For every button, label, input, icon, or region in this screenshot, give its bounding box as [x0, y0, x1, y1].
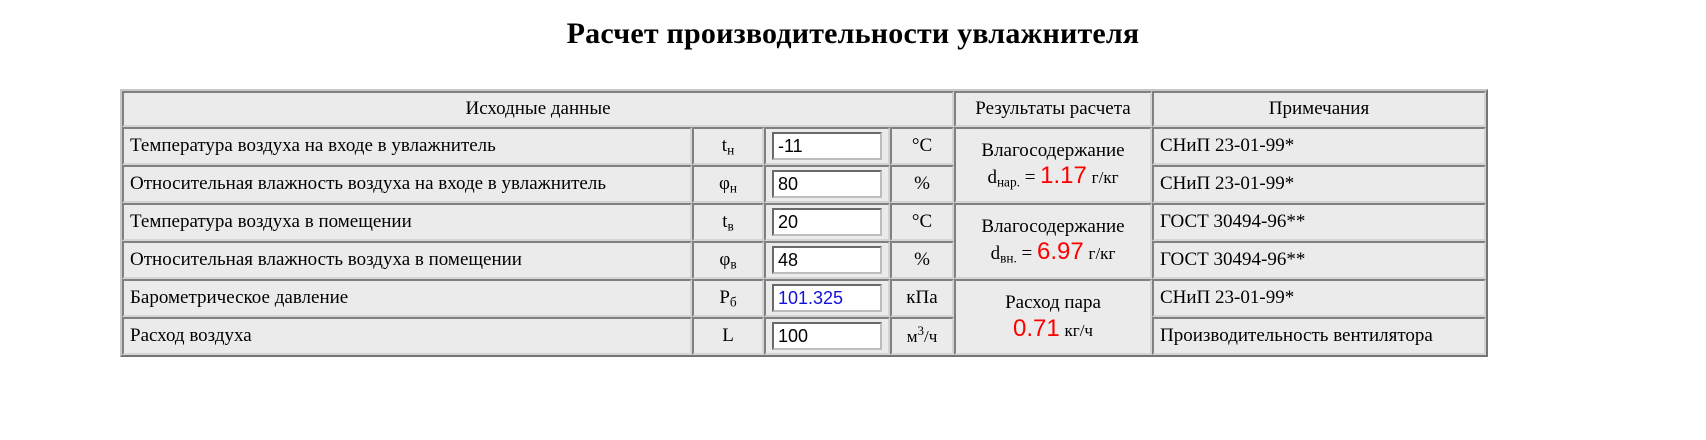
- header-notes: Примечания: [1152, 91, 1486, 127]
- symbol-base: t: [722, 210, 728, 232]
- symbol-base: P: [719, 286, 730, 308]
- symbol-base: L: [722, 324, 734, 346]
- table-header-row: Исходные данные Результаты расчета Приме…: [122, 91, 1486, 127]
- row-unit: %: [890, 165, 954, 203]
- result-unit: кг/ч: [1064, 320, 1093, 340]
- table-row: Расход воздуха L м3/ч Производительность…: [122, 317, 1486, 355]
- result-symbol: d: [990, 243, 1001, 265]
- row-unit: кПа: [890, 279, 954, 317]
- header-source-data: Исходные данные: [122, 91, 954, 127]
- symbol-base: φ: [719, 248, 731, 270]
- row-value-cell: [764, 279, 890, 317]
- table-row: Барометрическое давление Pб кПа Расход п…: [122, 279, 1486, 355]
- calculation-table-wrapper: Исходные данные Результаты расчета Приме…: [120, 89, 1488, 357]
- table-row: Температура воздуха на входе в увлажните…: [122, 127, 1486, 203]
- result-label: Влагосодержание: [981, 215, 1125, 237]
- page-title: Расчет производительности увлажнителя: [566, 17, 1140, 50]
- symbol-base: φ: [718, 172, 730, 194]
- result-unit: г/кг: [1091, 168, 1119, 188]
- result-equals: =: [1021, 243, 1033, 265]
- row-value-cell: [764, 317, 890, 355]
- result-cell-steam-flow: Расход пара 0.71 кг/ч: [954, 279, 1152, 355]
- row-unit: °C: [890, 203, 954, 241]
- row-symbol: tн: [692, 127, 764, 165]
- result-symbol-subscript: нар.: [996, 175, 1020, 191]
- row-note: ГОСТ 30494-96**: [1152, 241, 1486, 279]
- result-label: Влагосодержание: [981, 139, 1125, 161]
- input-t-v[interactable]: [772, 208, 882, 236]
- result-symbol: d: [987, 167, 997, 189]
- calculation-table: Исходные данные Результаты расчета Приме…: [120, 89, 1488, 357]
- row-symbol: tв: [692, 203, 764, 241]
- unit-superscript: 3: [917, 323, 924, 338]
- row-symbol: φв: [692, 241, 764, 279]
- row-symbol: L: [692, 317, 764, 355]
- result-cell-d-vn: Влагосодержание dвн. = 6.97 г/кг: [954, 203, 1152, 279]
- symbol-subscript: в: [730, 256, 737, 272]
- result-value-line: 0.71 кг/ч: [962, 315, 1144, 343]
- result-number: 6.97: [1037, 238, 1084, 266]
- row-note: СНиП 23-01-99*: [1152, 279, 1486, 317]
- row-description: Расход воздуха: [122, 317, 692, 355]
- unit-base: м: [906, 327, 918, 347]
- row-value-cell: [764, 203, 890, 241]
- symbol-subscript: в: [727, 218, 734, 234]
- row-description: Относительная влажность воздуха в помеще…: [122, 241, 692, 279]
- result-value-line: dнар. = 1.17 г/кг: [962, 162, 1144, 190]
- row-description: Барометрическое давление: [122, 279, 692, 317]
- input-phi-n[interactable]: [772, 170, 882, 198]
- row-unit: м3/ч: [890, 317, 954, 355]
- row-symbol: Pб: [692, 279, 764, 317]
- row-unit: %: [890, 241, 954, 279]
- symbol-base: t: [721, 134, 728, 156]
- header-results: Результаты расчета: [954, 91, 1152, 127]
- symbol-subscript: б: [729, 294, 737, 310]
- symbol-subscript: н: [729, 180, 738, 196]
- unit-tail: /ч: [923, 327, 938, 347]
- result-symbol-subscript: вн.: [1000, 251, 1017, 267]
- row-note: СНиП 23-01-99*: [1152, 127, 1486, 165]
- result-cell-d-nar: Влагосодержание dнар. = 1.17 г/кг: [954, 127, 1152, 203]
- table-row: Относительная влажность воздуха на входе…: [122, 165, 1486, 203]
- row-description: Температура воздуха в помещении: [122, 203, 692, 241]
- row-description: Относительная влажность воздуха на входе…: [122, 165, 692, 203]
- input-p-b[interactable]: [772, 284, 882, 312]
- table-row: Относительная влажность воздуха в помеще…: [122, 241, 1486, 279]
- input-phi-v[interactable]: [772, 246, 882, 274]
- row-unit: °C: [890, 127, 954, 165]
- row-value-cell: [764, 241, 890, 279]
- row-note: Производительность вентилятора: [1152, 317, 1486, 355]
- row-value-cell: [764, 165, 890, 203]
- result-value-line: dвн. = 6.97 г/кг: [962, 238, 1144, 266]
- result-label: Расход пара: [1005, 291, 1101, 313]
- symbol-subscript: н: [727, 142, 735, 158]
- result-number: 0.71: [1013, 314, 1060, 342]
- table-row: Температура воздуха в помещении tв °C Вл…: [122, 203, 1486, 279]
- row-symbol: φн: [692, 165, 764, 203]
- result-unit: г/кг: [1088, 244, 1116, 264]
- row-value-cell: [764, 127, 890, 165]
- input-t-n[interactable]: [772, 132, 882, 160]
- row-note: ГОСТ 30494-96**: [1152, 203, 1486, 241]
- result-equals: =: [1024, 167, 1036, 189]
- input-l[interactable]: [772, 322, 882, 350]
- result-number: 1.17: [1040, 162, 1087, 190]
- row-description: Температура воздуха на входе в увлажните…: [122, 127, 692, 165]
- row-note: СНиП 23-01-99*: [1152, 165, 1486, 203]
